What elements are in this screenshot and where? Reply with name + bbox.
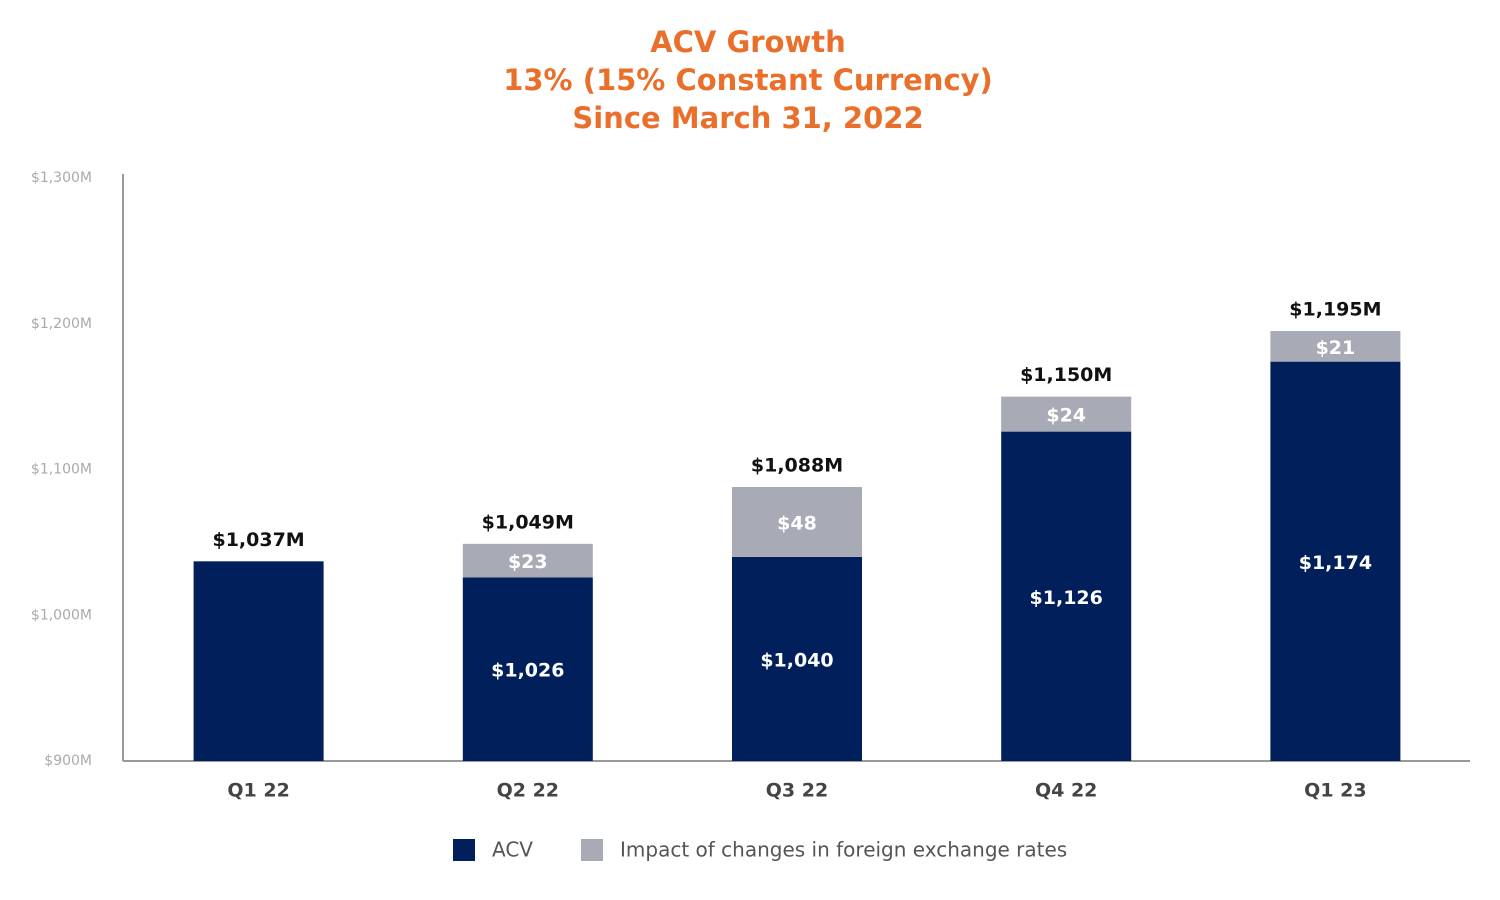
data-label: $23 xyxy=(508,551,548,573)
legend-label: Impact of changes in foreign exchange ra… xyxy=(620,838,1067,862)
total-label: $1,150M xyxy=(1020,364,1112,386)
bar-segment xyxy=(193,561,324,761)
x-tick-label: Q1 22 xyxy=(227,780,289,802)
x-tick-label: Q1 23 xyxy=(1304,780,1366,802)
bar-segment xyxy=(732,486,862,557)
x-tick-label: Q4 22 xyxy=(1035,780,1097,802)
legend-label: ACV xyxy=(492,838,533,862)
chart-title: 13% (15% Constant Currency) xyxy=(503,63,993,97)
bar-segment xyxy=(1001,431,1132,761)
data-label: $24 xyxy=(1046,405,1086,427)
data-label: $1,126 xyxy=(1030,587,1103,609)
y-tick-label: $900M xyxy=(44,753,92,769)
total-label: $1,195M xyxy=(1289,299,1381,321)
y-tick-label: $1,000M xyxy=(31,607,92,623)
data-label: $1,040 xyxy=(760,649,833,671)
data-label: $21 xyxy=(1316,337,1356,359)
y-tick-label: $1,100M xyxy=(31,462,92,478)
data-label: $1,026 xyxy=(491,660,564,682)
legend-swatch xyxy=(581,839,603,861)
y-tick-label: $1,300M xyxy=(31,170,92,186)
total-label: $1,049M xyxy=(482,511,574,533)
data-label: $48 xyxy=(777,512,817,534)
total-label: $1,088M xyxy=(751,454,843,476)
bar-segment xyxy=(1270,331,1401,362)
bar-segment xyxy=(462,543,593,578)
bar-segment xyxy=(1270,361,1401,761)
legend-swatch xyxy=(453,839,475,861)
total-label: $1,037M xyxy=(212,529,304,551)
chart-title: ACV Growth xyxy=(650,25,846,59)
y-tick-label: $1,200M xyxy=(31,316,92,332)
chart-title: Since March 31, 2022 xyxy=(572,101,923,135)
bar-segment xyxy=(462,577,593,761)
data-label: $1,174 xyxy=(1299,552,1372,574)
x-tick-label: Q2 22 xyxy=(497,780,559,802)
bar-segment xyxy=(732,556,862,761)
x-tick-label: Q3 22 xyxy=(766,780,828,802)
bar-segment xyxy=(1001,396,1132,432)
